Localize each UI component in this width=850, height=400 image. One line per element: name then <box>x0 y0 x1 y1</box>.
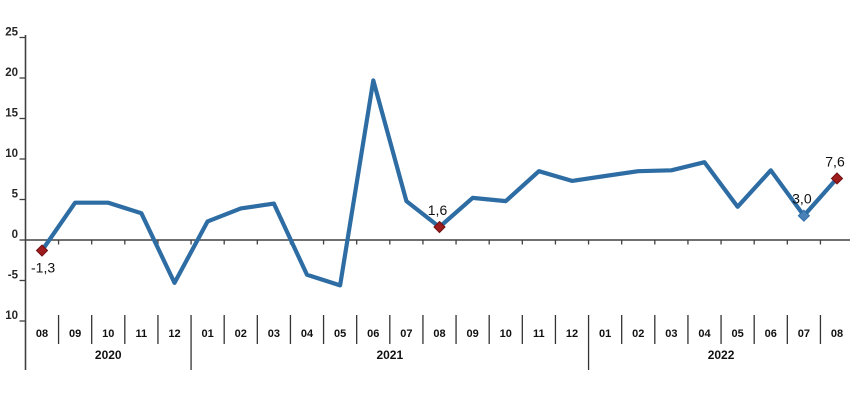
month-label: 08 <box>831 328 843 340</box>
month-label: 01 <box>202 328 214 340</box>
month-label: 04 <box>301 328 314 340</box>
month-label: 04 <box>698 328 711 340</box>
month-label: 08 <box>433 328 445 340</box>
y-axis-tick-label: 20 <box>5 67 18 79</box>
month-label: 03 <box>665 328 677 340</box>
month-label: 07 <box>798 328 810 340</box>
month-label: 08 <box>36 328 48 340</box>
data-point-label: 7,6 <box>825 153 845 169</box>
month-label: 12 <box>168 328 180 340</box>
data-point-label: 3,0 <box>792 191 812 207</box>
month-label: 06 <box>765 328 777 340</box>
data-point-marker <box>797 209 811 222</box>
data-point-marker <box>830 172 844 185</box>
y-axis-tick-label: 10 <box>5 310 18 322</box>
month-label: 05 <box>334 328 346 340</box>
month-label: 10 <box>102 328 114 340</box>
y-axis-tick-label: -5 <box>8 270 19 282</box>
data-point-label: -1,3 <box>31 260 55 276</box>
month-label: 11 <box>136 328 148 340</box>
y-axis-tick-label: 5 <box>12 189 19 201</box>
y-axis-tick-label: 10 <box>5 148 18 160</box>
month-label: 12 <box>566 328 578 340</box>
month-label: 11 <box>533 328 545 340</box>
month-label: 05 <box>732 328 744 340</box>
year-label: 2022 <box>708 348 735 362</box>
month-label: 07 <box>400 328 412 340</box>
year-label: 2020 <box>95 348 122 362</box>
data-point-marker <box>433 220 446 234</box>
month-label: 02 <box>632 328 644 340</box>
data-point-marker <box>35 244 49 257</box>
year-label: 2021 <box>376 348 403 362</box>
y-axis-tick-label: 25 <box>5 27 18 39</box>
month-label: 09 <box>69 328 81 340</box>
month-label: 01 <box>599 328 611 340</box>
y-axis-tick-label: 0 <box>12 229 18 241</box>
month-label: 02 <box>235 328 247 340</box>
series-line <box>39 78 840 288</box>
y-axis-tick-label: 15 <box>5 108 18 120</box>
month-label: 03 <box>268 328 280 340</box>
month-label: 10 <box>500 328 512 340</box>
data-point-label: 1,6 <box>428 202 448 218</box>
month-label: 06 <box>367 328 379 340</box>
month-label: 09 <box>467 328 479 340</box>
